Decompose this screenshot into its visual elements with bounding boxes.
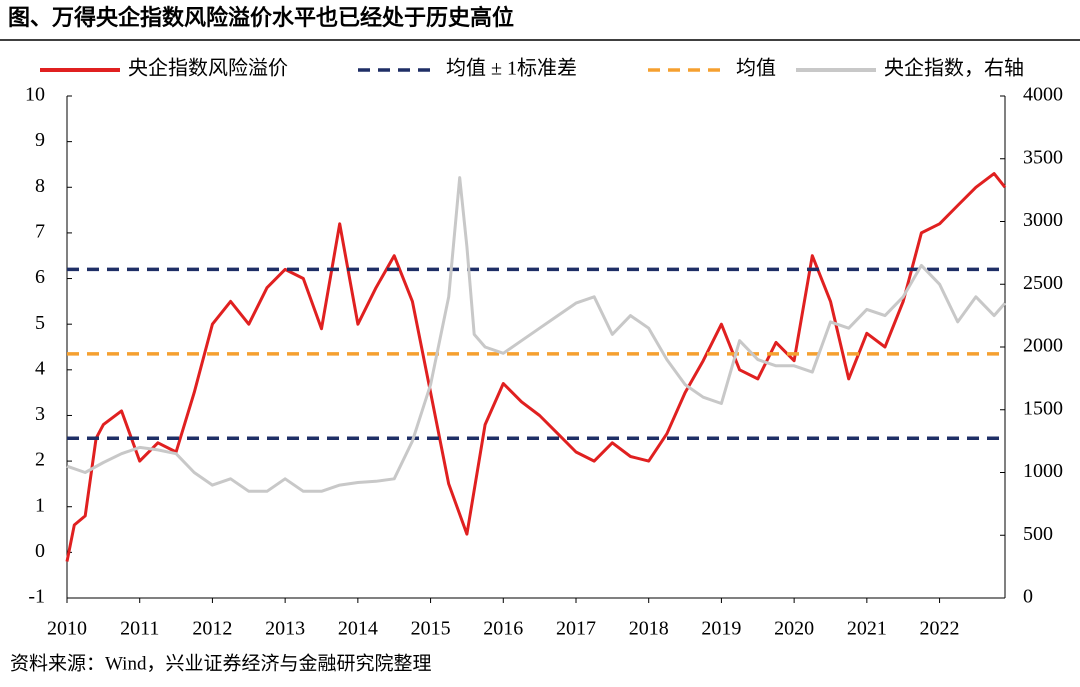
x-tick-label: 2018 [629,618,669,640]
legend-label: 均值 ± 1标准差 [446,57,577,80]
y-tick-label: 0 [35,540,45,562]
y-tick-label: 8 [35,175,45,197]
x-tick-label: 2020 [774,618,814,640]
legend-label: 均值 [736,57,776,80]
legend-label: 央企指数，右轴 [884,57,1024,80]
y-tick-label: -1 [28,586,45,608]
legend-label: 央企指数风险溢价 [128,57,288,80]
y2-tick-label: 0 [1023,586,1033,608]
y2-tick-label: 1000 [1023,460,1063,482]
y-tick-label: 3 [35,403,45,425]
y-tick-label: 2 [35,449,45,471]
source-note: 资料来源：Wind，兴业证券经济与金融研究院整理 [10,652,431,674]
y-tick-label: 4 [35,357,45,379]
x-tick-label: 2010 [47,618,87,640]
x-tick-label: 2017 [556,618,596,640]
chart-title: 图、万得央企指数风险溢价水平也已经处于历史高位 [8,5,514,30]
x-tick-label: 2011 [120,618,159,640]
y-tick-label: 7 [35,221,45,243]
y2-tick-label: 2500 [1023,272,1063,294]
y-tick-label: 1 [35,494,45,516]
x-tick-label: 2021 [847,618,887,640]
x-tick-label: 2014 [338,618,378,640]
y2-tick-label: 4000 [1023,84,1063,106]
y2-tick-label: 2000 [1023,335,1063,357]
x-tick-label: 2013 [265,618,305,640]
y-tick-label: 9 [35,129,45,151]
y2-tick-label: 3000 [1023,209,1063,231]
y-tick-label: 6 [35,266,45,288]
x-tick-label: 2012 [192,618,232,640]
series-line [66,176,1007,493]
x-tick-label: 2019 [701,618,741,640]
x-tick-label: 2022 [920,618,960,640]
y2-tick-label: 500 [1023,523,1053,545]
y2-tick-label: 3500 [1023,146,1063,168]
series-line [65,172,1007,562]
y-tick-label: 5 [35,312,45,334]
y2-tick-label: 1500 [1023,397,1063,419]
x-tick-label: 2015 [411,618,451,640]
y-tick-label: 10 [25,84,45,106]
x-tick-label: 2016 [483,618,523,640]
